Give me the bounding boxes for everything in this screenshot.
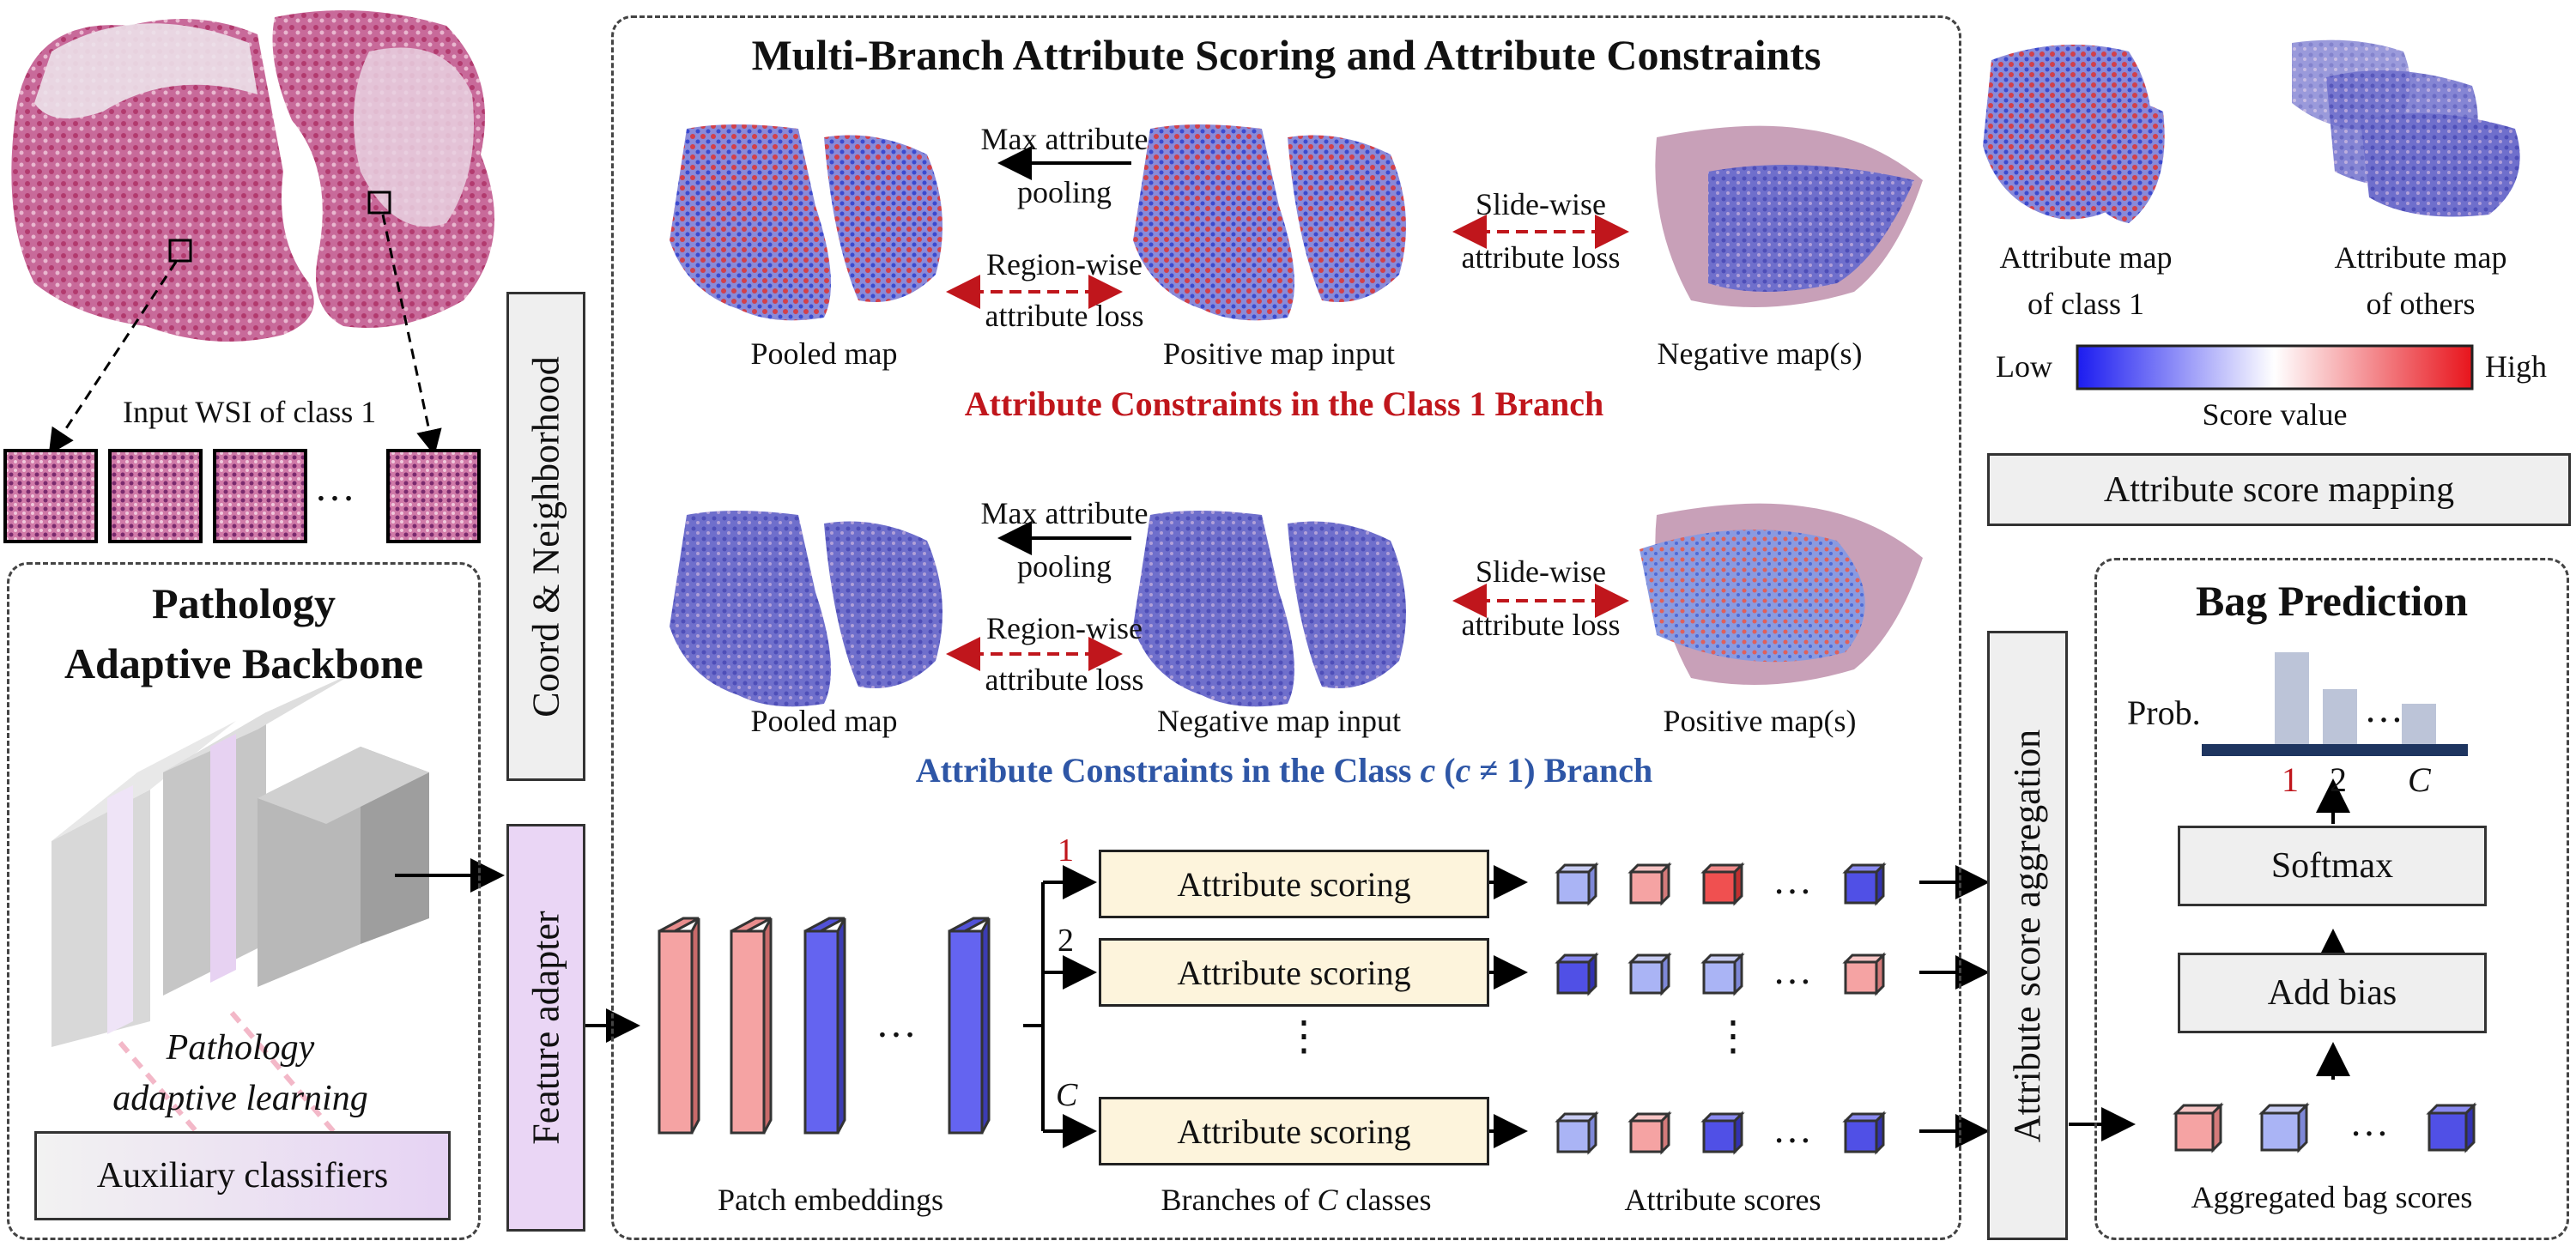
classc-caption-post: ≠ 1) Branch <box>1470 751 1653 790</box>
add-bias-box: Add bias <box>2178 953 2487 1033</box>
classc-caption-var: c <box>1420 751 1436 790</box>
branches-label-pre: Branches of <box>1161 1183 1318 1217</box>
multi-branch-title: Multi-Branch Attribute Scoring and Attri… <box>751 31 1821 79</box>
score-row-2-ellipsis: … <box>1773 948 1812 992</box>
class1-other-label: Negative map(s) <box>1657 336 1863 371</box>
classc-maps <box>670 503 1923 707</box>
attribute-scoring-1-label: Attribute scoring <box>1177 864 1411 904</box>
backbone-title-1: Pathology <box>152 579 336 627</box>
tick-2: 2 <box>2330 760 2347 799</box>
wsi-caption: Input WSI of class 1 <box>123 395 377 429</box>
input-wsi-image <box>11 10 494 456</box>
wsi-patches <box>3 449 481 543</box>
multi-branch-panel <box>611 15 1961 1240</box>
class1-slide-1: Slide-wise <box>1476 187 1606 221</box>
backbone-layers <box>52 669 505 1135</box>
classc-branch-caption: Attribute Constraints in the Class c (c … <box>642 751 1926 790</box>
class1-region-1: Region-wise <box>986 247 1143 281</box>
score-row-c-ellipsis: … <box>1773 1107 1812 1151</box>
attribute-scoring-c: Attribute scoring <box>1099 1097 1489 1165</box>
tick-c: C <box>2408 760 2431 799</box>
branch-2-label: 2 <box>1058 923 1074 959</box>
aggregated-ellipsis: … <box>2349 1100 2389 1144</box>
branch-connectors <box>1023 778 2350 1148</box>
attribute-map-images <box>1983 39 2520 223</box>
adaptive-learning-1: Pathology <box>166 1028 315 1068</box>
adaptive-learning-2: adaptive learning <box>112 1079 368 1118</box>
score-high-label: High <box>2485 349 2547 384</box>
backbone-title-2: Adaptive Backbone <box>64 639 424 687</box>
class1-maxpool-2: pooling <box>1016 175 1112 209</box>
map-class1-2: of class 1 <box>2027 287 2144 321</box>
score-value-label: Score value <box>2202 397 2348 432</box>
classc-region-2: attribute loss <box>985 663 1144 697</box>
coord-neighborhood-label: Coord & Neighborhood <box>524 355 567 717</box>
prob-dots: … <box>2364 687 2403 730</box>
score-low-label: Low <box>1996 349 2052 384</box>
embedding-ellipsis: … <box>876 1001 917 1046</box>
auxiliary-classifiers-label: Auxiliary classifiers <box>96 1156 389 1196</box>
attribute-scores-label: Attribute scores <box>1624 1183 1821 1217</box>
feature-adapter-label: Feature adapter <box>524 911 567 1145</box>
bag-prediction-title: Bag Prediction <box>2195 577 2469 625</box>
coord-neighborhood-box: Coord & Neighborhood <box>506 292 585 781</box>
classc-caption-pre: Attribute Constraints in the Class <box>915 751 1421 790</box>
patch-ellipsis: … <box>314 464 355 510</box>
attribute-scoring-2-label: Attribute scoring <box>1177 953 1411 992</box>
backbone-panel <box>7 562 481 1240</box>
class1-input-label: Positive map input <box>1163 336 1395 371</box>
attribute-score-mapping-label: Attribute score mapping <box>2103 469 2455 510</box>
aggregation-label: Attribute score aggregation <box>2006 729 2049 1142</box>
classc-region-1: Region-wise <box>986 611 1143 645</box>
class1-region-2: attribute loss <box>985 299 1144 333</box>
map-class1-1: Attribute map <box>1999 240 2173 275</box>
score-cubes <box>1555 862 2477 1155</box>
classc-caption-var2: c <box>1455 751 1471 790</box>
classc-maxpool-2: pooling <box>1016 549 1112 584</box>
class1-branch-caption: Attribute Constraints in the Class 1 Bra… <box>964 384 1604 423</box>
feature-adapter-box: Feature adapter <box>506 824 585 1232</box>
map-others-1: Attribute map <box>2334 240 2507 275</box>
add-bias-label: Add bias <box>2267 973 2397 1013</box>
probability-bars <box>2202 652 2468 756</box>
branch-c-label: C <box>1056 1077 1078 1113</box>
patch-embeddings-label: Patch embeddings <box>718 1183 943 1217</box>
classc-input-label: Negative map input <box>1157 704 1401 738</box>
attribute-scoring-2: Attribute scoring <box>1099 938 1489 1007</box>
attribute-score-aggregation: Attribute score aggregation <box>1987 631 2068 1240</box>
class1-slide-2: attribute loss <box>1461 240 1621 275</box>
score-row-1-ellipsis: … <box>1773 858 1812 902</box>
auxiliary-classifiers: Auxiliary classifiers <box>34 1131 451 1220</box>
attribute-score-mapping: Attribute score mapping <box>1987 453 2571 526</box>
branch-1-label: 1 <box>1058 832 1074 869</box>
map-others-2: of others <box>2366 287 2476 321</box>
branches-label-post: classes <box>1337 1183 1432 1217</box>
attribute-scoring-c-label: Attribute scoring <box>1177 1111 1411 1151</box>
branches-label-var: C <box>1317 1183 1338 1217</box>
class1-pooled-label: Pooled map <box>750 336 898 371</box>
class1-maxpool-1: Max attribute <box>980 122 1149 156</box>
score-color-bar <box>2076 344 2474 390</box>
classc-caption-mid: ( <box>1435 751 1456 790</box>
aggregated-label: Aggregated bag scores <box>2191 1180 2473 1214</box>
patch-embedding-bars <box>658 917 991 1135</box>
classc-slide-2: attribute loss <box>1461 608 1621 642</box>
class1-maps <box>670 124 1923 321</box>
classc-other-label: Positive map(s) <box>1663 704 1857 738</box>
tick-1: 1 <box>2282 760 2299 799</box>
classc-slide-1: Slide-wise <box>1476 554 1606 589</box>
branches-label: Branches of C classes <box>1082 1183 1511 1218</box>
scoring-vdots: ⋮ <box>1283 1014 1324 1059</box>
attribute-scoring-1: Attribute scoring <box>1099 850 1489 918</box>
softmax-box: Softmax <box>2178 826 2487 906</box>
classc-pooled-label: Pooled map <box>750 704 898 738</box>
bag-prediction-panel <box>2094 558 2569 1240</box>
prob-label: Prob. <box>2127 693 2201 732</box>
classc-maxpool-1: Max attribute <box>980 496 1149 530</box>
score-vdots: ⋮ <box>1712 1014 1754 1059</box>
softmax-label: Softmax <box>2270 846 2394 886</box>
